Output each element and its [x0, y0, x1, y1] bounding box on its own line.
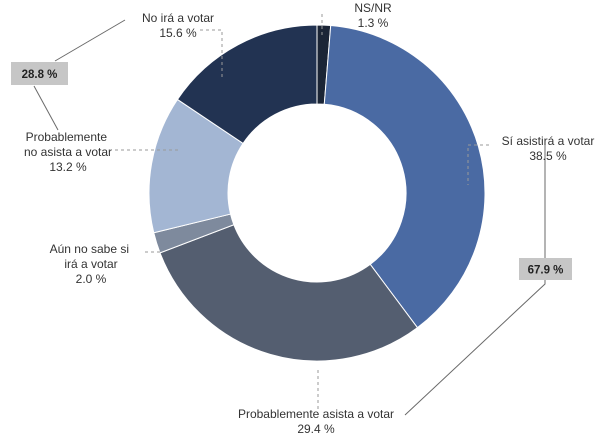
- slice-labels: NS/NR 1.3 % Sí asistirá a votar 38.5 % P…: [24, 1, 594, 436]
- group-label-67: 67.9 %: [528, 265, 564, 277]
- connector-28-top: [54, 19, 126, 62]
- group-box-67: 67.9 %: [519, 258, 572, 280]
- connector-67-bottom: [404, 280, 546, 416]
- leader-lines: [115, 14, 489, 410]
- label-si-asistira: Sí asistirá a votar: [502, 134, 595, 148]
- slice-si-asistira: [323, 25, 486, 329]
- label-aun-no-sabe-line1: Aún no sabe si: [50, 242, 129, 256]
- value-no-ira: 15.6 %: [159, 26, 197, 40]
- label-probablemente-asista: Probablemente asista a votar: [238, 407, 394, 421]
- label-aun-no-sabe-line2: irá a votar: [64, 257, 117, 271]
- label-no-asista-line2: no asista a votar: [24, 145, 112, 159]
- label-aun-no-sabe: Aún no sabe si irá a votar: [50, 242, 133, 271]
- slice-probablemente-asista: [159, 224, 419, 362]
- value-si-asistira: 38.5 %: [529, 149, 567, 163]
- group-label-28: 28.8 %: [22, 69, 58, 81]
- donut-slices: [148, 24, 486, 362]
- label-ns-nr: NS/NR: [354, 1, 392, 15]
- label-no-asista-line1: Probablemente: [26, 130, 108, 144]
- group-connectors: [33, 19, 546, 416]
- connector-28-bottom: [33, 85, 59, 131]
- leader-si-asistira: [467, 144, 489, 185]
- value-no-asista: 13.2 %: [49, 160, 87, 174]
- slice-no-ira: [176, 24, 318, 145]
- value-aun-no-sabe: 2.0 %: [76, 272, 107, 286]
- value-ns-nr: 1.3 %: [358, 16, 389, 30]
- label-no-asista: Probablemente no asista a votar: [24, 130, 112, 159]
- value-probablemente-asista: 29.4 %: [297, 422, 335, 436]
- label-no-ira: No irá a votar: [142, 11, 214, 25]
- leader-no-ira: [200, 29, 223, 80]
- group-box-28: 28.8 %: [11, 62, 68, 85]
